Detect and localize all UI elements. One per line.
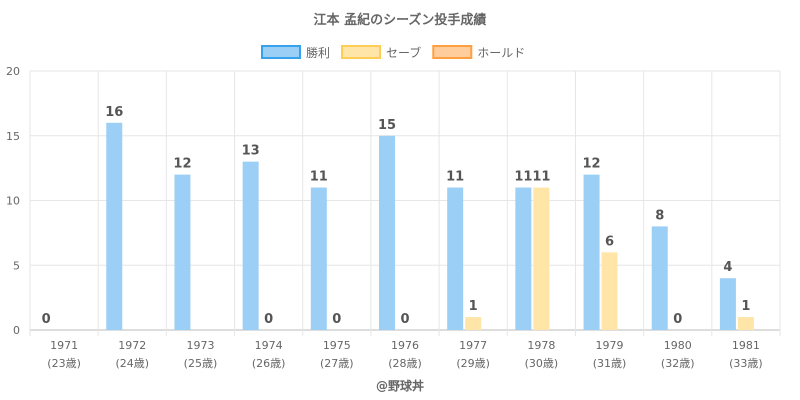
y-tick-label: 10 xyxy=(6,195,20,208)
bar xyxy=(106,122,123,330)
data-label: 16 xyxy=(105,105,123,120)
data-label: 11 xyxy=(310,170,328,185)
bar xyxy=(719,278,736,330)
data-label: 12 xyxy=(173,157,191,172)
x-tick-label: 1971 xyxy=(50,339,78,352)
x-tick-label: 1979 xyxy=(596,339,624,352)
x-tick-sublabel: (24歳) xyxy=(115,357,149,370)
y-tick-label: 5 xyxy=(13,259,20,272)
legend-swatch xyxy=(341,45,382,59)
data-label: 11 xyxy=(514,170,532,185)
x-tick-sublabel: (28歳) xyxy=(388,357,422,370)
data-label: 0 xyxy=(332,312,341,327)
x-tick-sublabel: (25歳) xyxy=(184,357,218,370)
x-tick-sublabel: (26歳) xyxy=(252,357,286,370)
data-label: 1 xyxy=(469,299,478,314)
data-label: 6 xyxy=(605,234,614,249)
x-tick-label: 1972 xyxy=(118,339,146,352)
bar xyxy=(242,161,259,330)
bar xyxy=(465,317,482,330)
bar xyxy=(583,174,600,330)
bar xyxy=(515,187,532,330)
y-tick-label: 15 xyxy=(6,130,20,143)
y-tick-label: 20 xyxy=(6,65,20,78)
data-label: 0 xyxy=(673,312,682,327)
legend-swatch xyxy=(432,45,473,59)
x-tick-label: 1978 xyxy=(527,339,555,352)
bar xyxy=(651,226,668,330)
data-label: 0 xyxy=(264,312,273,327)
x-tick-sublabel: (27歳) xyxy=(320,357,354,370)
legend-label: ホールド xyxy=(477,46,525,60)
data-label: 11 xyxy=(446,170,464,185)
y-tick-label: 0 xyxy=(13,324,20,337)
bar xyxy=(533,187,550,330)
data-label: 11 xyxy=(532,170,550,185)
legend-label: 勝利 xyxy=(306,45,330,60)
data-label: 0 xyxy=(42,312,51,327)
legend-swatch xyxy=(261,45,301,59)
chart-title: 江本 孟紀のシーズン投手成績 xyxy=(314,12,487,28)
footer-credit: @野球丼 xyxy=(376,378,424,393)
data-label: 13 xyxy=(242,144,260,159)
legend-label: セーブ xyxy=(386,45,421,60)
x-tick-label: 1977 xyxy=(459,339,487,352)
bar xyxy=(447,187,464,330)
data-label: 8 xyxy=(655,208,664,223)
x-tick-sublabel: (33歳) xyxy=(729,357,763,370)
x-tick-label: 1981 xyxy=(732,339,760,352)
x-tick-sublabel: (32歳) xyxy=(661,357,695,370)
bar xyxy=(310,187,327,330)
x-tick-label: 1975 xyxy=(323,339,351,352)
x-tick-label: 1980 xyxy=(664,339,692,352)
x-tick-sublabel: (23歳) xyxy=(47,357,81,370)
x-tick-sublabel: (30歳) xyxy=(525,357,559,370)
x-tick-sublabel: (29歳) xyxy=(456,357,490,370)
bar xyxy=(601,252,618,330)
x-tick-sublabel: (31歳) xyxy=(593,357,627,370)
x-tick-label: 1976 xyxy=(391,339,419,352)
data-label: 1 xyxy=(741,299,750,314)
bar xyxy=(174,174,191,330)
bar xyxy=(379,135,395,330)
data-label: 4 xyxy=(723,260,732,275)
data-label: 12 xyxy=(582,157,600,172)
x-tick-label: 1974 xyxy=(255,339,283,352)
bar xyxy=(737,317,754,330)
data-label: 15 xyxy=(378,118,396,133)
data-label: 0 xyxy=(400,312,409,327)
x-tick-label: 1973 xyxy=(186,339,214,352)
